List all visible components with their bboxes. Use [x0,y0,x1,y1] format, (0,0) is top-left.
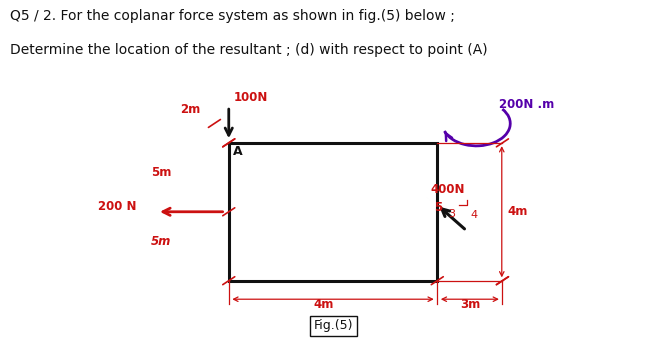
Text: 4m: 4m [313,298,334,311]
Text: 4m: 4m [507,205,528,218]
Text: 200N .m: 200N .m [499,98,554,111]
Text: 200 N: 200 N [99,200,137,212]
Text: 100N: 100N [233,91,268,104]
Text: Determine the location of the resultant ; (d) with respect to point (A): Determine the location of the resultant … [10,43,487,57]
Text: 3m: 3m [460,298,480,311]
Text: 400N: 400N [431,183,465,196]
Text: Fig.(5): Fig.(5) [313,319,353,333]
Text: 4: 4 [471,210,477,220]
Text: 5m: 5m [151,235,171,248]
Text: 2m: 2m [180,103,200,116]
Text: 5: 5 [434,201,442,214]
Text: 5m: 5m [151,166,171,179]
Text: Q5 / 2. For the coplanar force system as shown in fig.(5) below ;: Q5 / 2. For the coplanar force system as… [10,9,454,22]
Text: A: A [233,145,243,158]
Text: 3: 3 [449,209,456,219]
